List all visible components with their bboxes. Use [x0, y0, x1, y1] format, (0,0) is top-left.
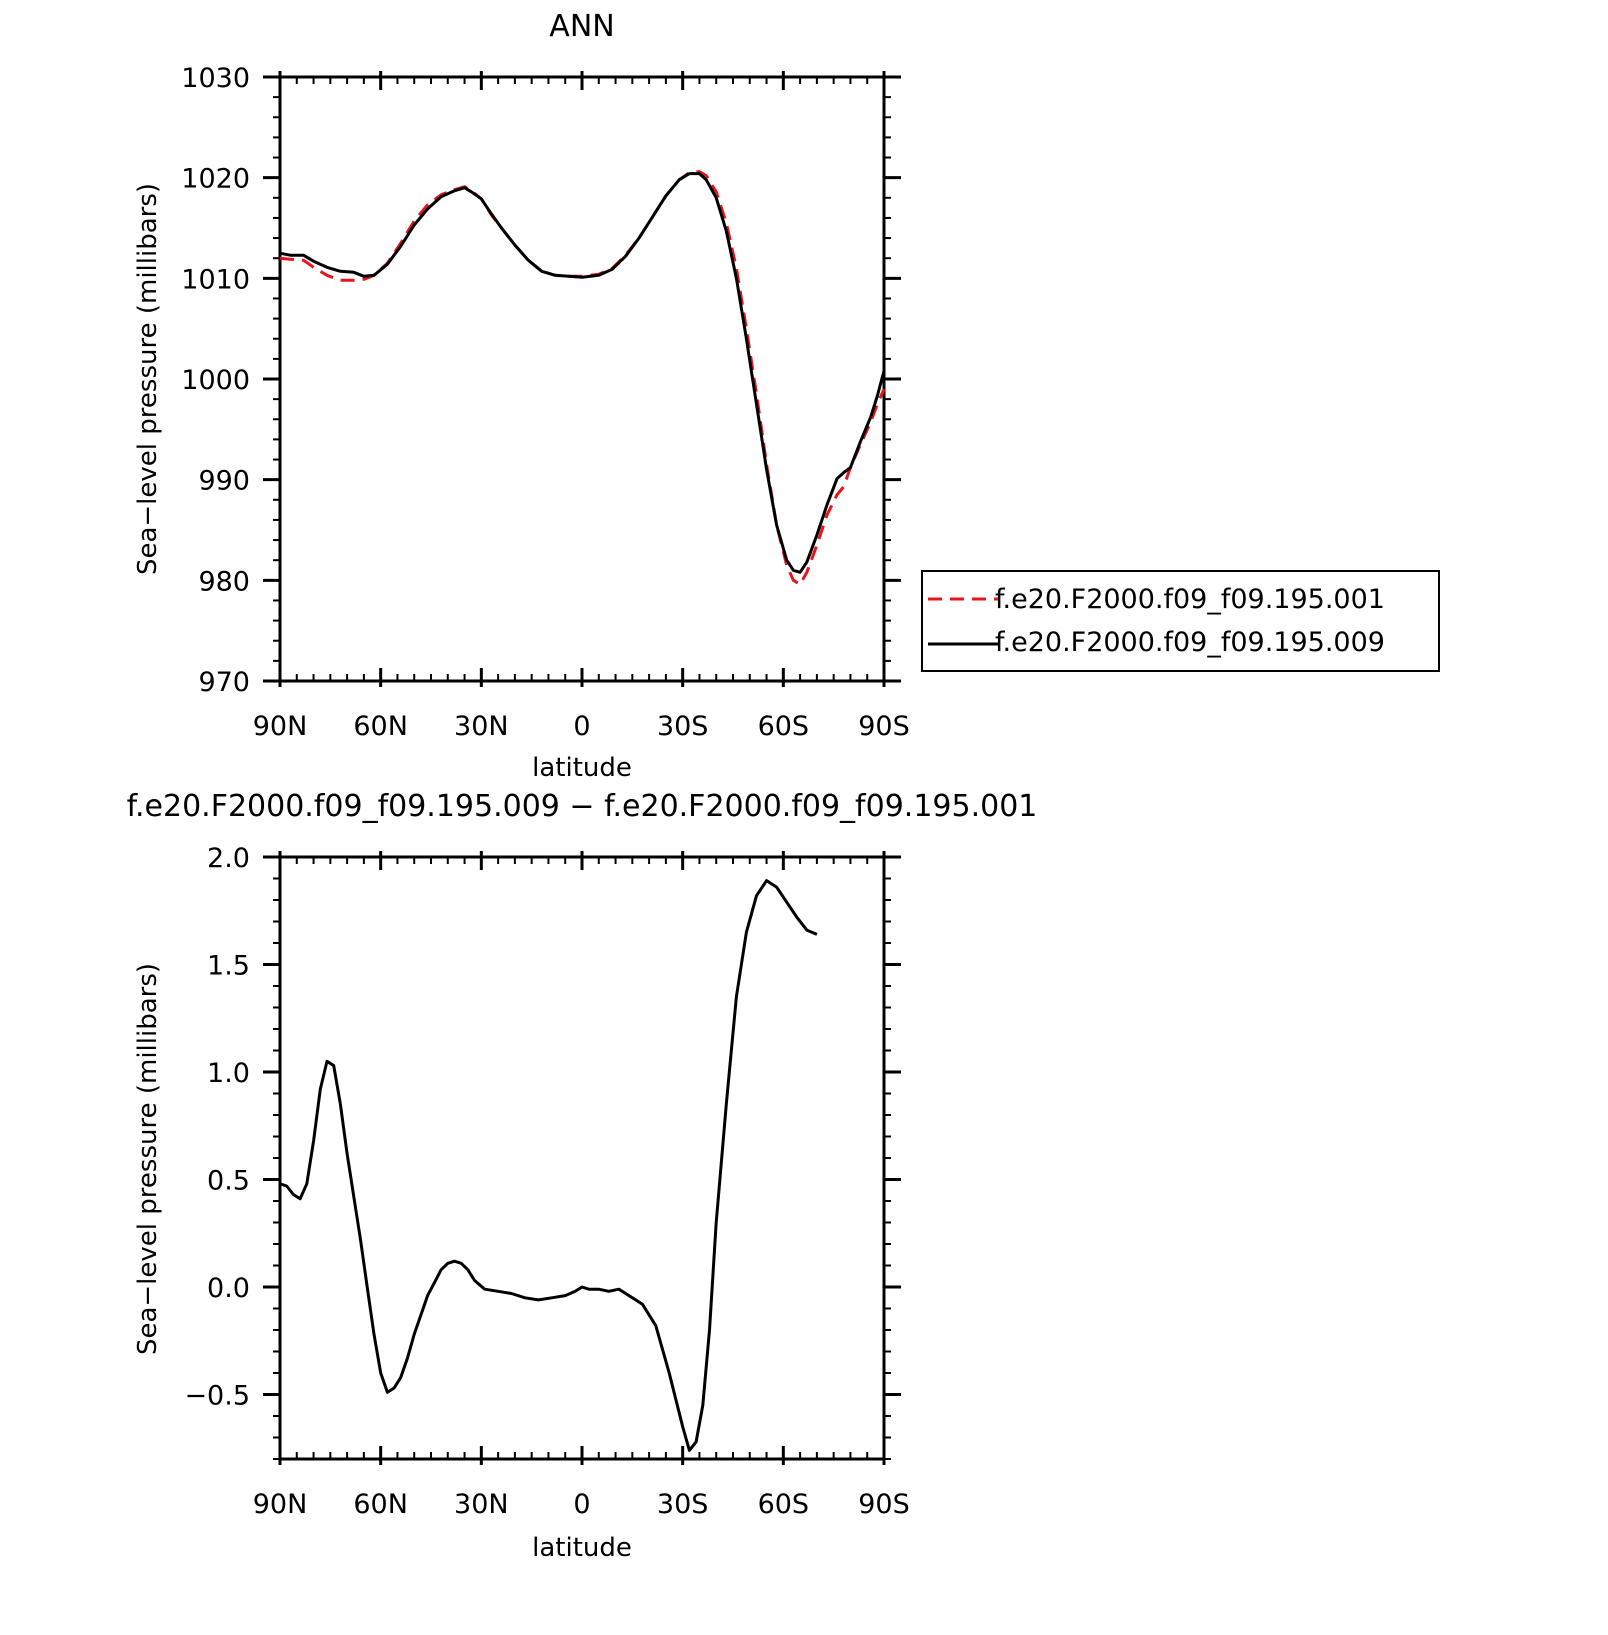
series-lines	[280, 881, 817, 1451]
legend: f.e20.F2000.f09_f09.195.001 f.e20.F2000.…	[922, 571, 1439, 671]
x-tick-label: 0	[573, 711, 590, 742]
y-tick-label: 990	[198, 466, 250, 497]
legend-label-series-2: f.e20.F2000.f09_f09.195.009	[995, 627, 1385, 658]
plot-frame: 90N 60N 30N 0 30S 60S 90S 1030 1020 1010 1000 990 98…	[181, 63, 909, 742]
y-tick-label: 1.5	[207, 951, 250, 982]
x-tick-label: 0	[573, 1489, 590, 1520]
y-axis-label: Sea−level pressure (millibars)	[133, 183, 163, 575]
y-tick-label: −0.5	[184, 1381, 250, 1412]
x-axis-label: latitude	[532, 753, 632, 783]
y-tick-label: 970	[198, 667, 250, 698]
series-line-1	[280, 881, 817, 1451]
x-tick-label: 90N	[253, 711, 308, 742]
series-line-2	[280, 174, 884, 573]
legend-label-series-1: f.e20.F2000.f09_f09.195.001	[995, 584, 1385, 615]
x-tick-label: 60S	[758, 711, 810, 742]
x-tick-label: 30N	[454, 711, 509, 742]
plot-border	[280, 857, 884, 1459]
plot-frame: 90N 60N 30N 0 30S 60S 90S 2.0 1.5 1.0 0.5 0.0 −0.5	[184, 843, 909, 1520]
x-tick-label: 90S	[858, 1489, 910, 1520]
x-tick-label: 60S	[758, 1489, 810, 1520]
y-tick-label: 0.0	[207, 1273, 250, 1304]
bottom-panel-difference: f.e20.F2000.f09_f09.195.009 − f.e20.F200…	[127, 789, 1038, 1563]
x-axis-label: latitude	[532, 1533, 632, 1563]
x-tick-label: 60N	[353, 1489, 408, 1520]
y-tick-label: 0.5	[207, 1166, 250, 1197]
x-tick-label: 30S	[657, 711, 709, 742]
top-panel-sea-level-pressure: ANN 90N60N30N030S60S90S10301020101010009…	[133, 9, 1439, 783]
x-tick-label: 60N	[353, 711, 408, 742]
y-tick-label: 1010	[181, 264, 250, 295]
y-tick-label: 1020	[181, 164, 250, 195]
plot-border	[280, 77, 884, 681]
y-tick-label: 980	[198, 566, 250, 597]
chart-title: f.e20.F2000.f09_f09.195.009 − f.e20.F200…	[127, 789, 1038, 824]
y-tick-label: 1000	[181, 365, 250, 396]
x-tick-label: 90S	[858, 711, 910, 742]
y-tick-label: 1030	[181, 63, 250, 94]
x-tick-label: 90N	[253, 1489, 308, 1520]
x-tick-label: 30N	[454, 1489, 509, 1520]
y-tick-label: 2.0	[207, 843, 250, 874]
chart-title: ANN	[549, 9, 614, 44]
series-lines	[280, 172, 884, 585]
x-tick-label: 30S	[657, 1489, 709, 1520]
y-axis-label: Sea−level pressure (millibars)	[133, 963, 163, 1355]
y-tick-label: 1.0	[207, 1058, 250, 1089]
series-line-1	[280, 172, 884, 585]
